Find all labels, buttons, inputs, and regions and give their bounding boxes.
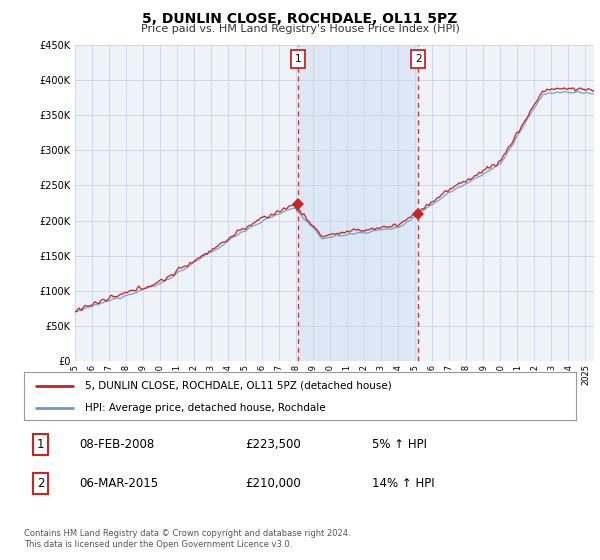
Text: 2: 2 bbox=[415, 54, 422, 64]
Text: Contains HM Land Registry data © Crown copyright and database right 2024.
This d: Contains HM Land Registry data © Crown c… bbox=[24, 529, 350, 549]
Text: 5, DUNLIN CLOSE, ROCHDALE, OL11 5PZ: 5, DUNLIN CLOSE, ROCHDALE, OL11 5PZ bbox=[142, 12, 458, 26]
Text: £210,000: £210,000 bbox=[245, 477, 301, 490]
Text: Price paid vs. HM Land Registry's House Price Index (HPI): Price paid vs. HM Land Registry's House … bbox=[140, 24, 460, 34]
Text: 06-MAR-2015: 06-MAR-2015 bbox=[79, 477, 158, 490]
Bar bbox=[298, 45, 418, 361]
Text: HPI: Average price, detached house, Rochdale: HPI: Average price, detached house, Roch… bbox=[85, 403, 325, 413]
Text: 5, DUNLIN CLOSE, ROCHDALE, OL11 5PZ (detached house): 5, DUNLIN CLOSE, ROCHDALE, OL11 5PZ (det… bbox=[85, 381, 391, 391]
Text: 2: 2 bbox=[37, 477, 44, 490]
Text: 5% ↑ HPI: 5% ↑ HPI bbox=[372, 438, 427, 451]
Text: £223,500: £223,500 bbox=[245, 438, 301, 451]
Text: 14% ↑ HPI: 14% ↑ HPI bbox=[372, 477, 434, 490]
Text: 1: 1 bbox=[37, 438, 44, 451]
Text: 1: 1 bbox=[295, 54, 301, 64]
Text: 08-FEB-2008: 08-FEB-2008 bbox=[79, 438, 154, 451]
